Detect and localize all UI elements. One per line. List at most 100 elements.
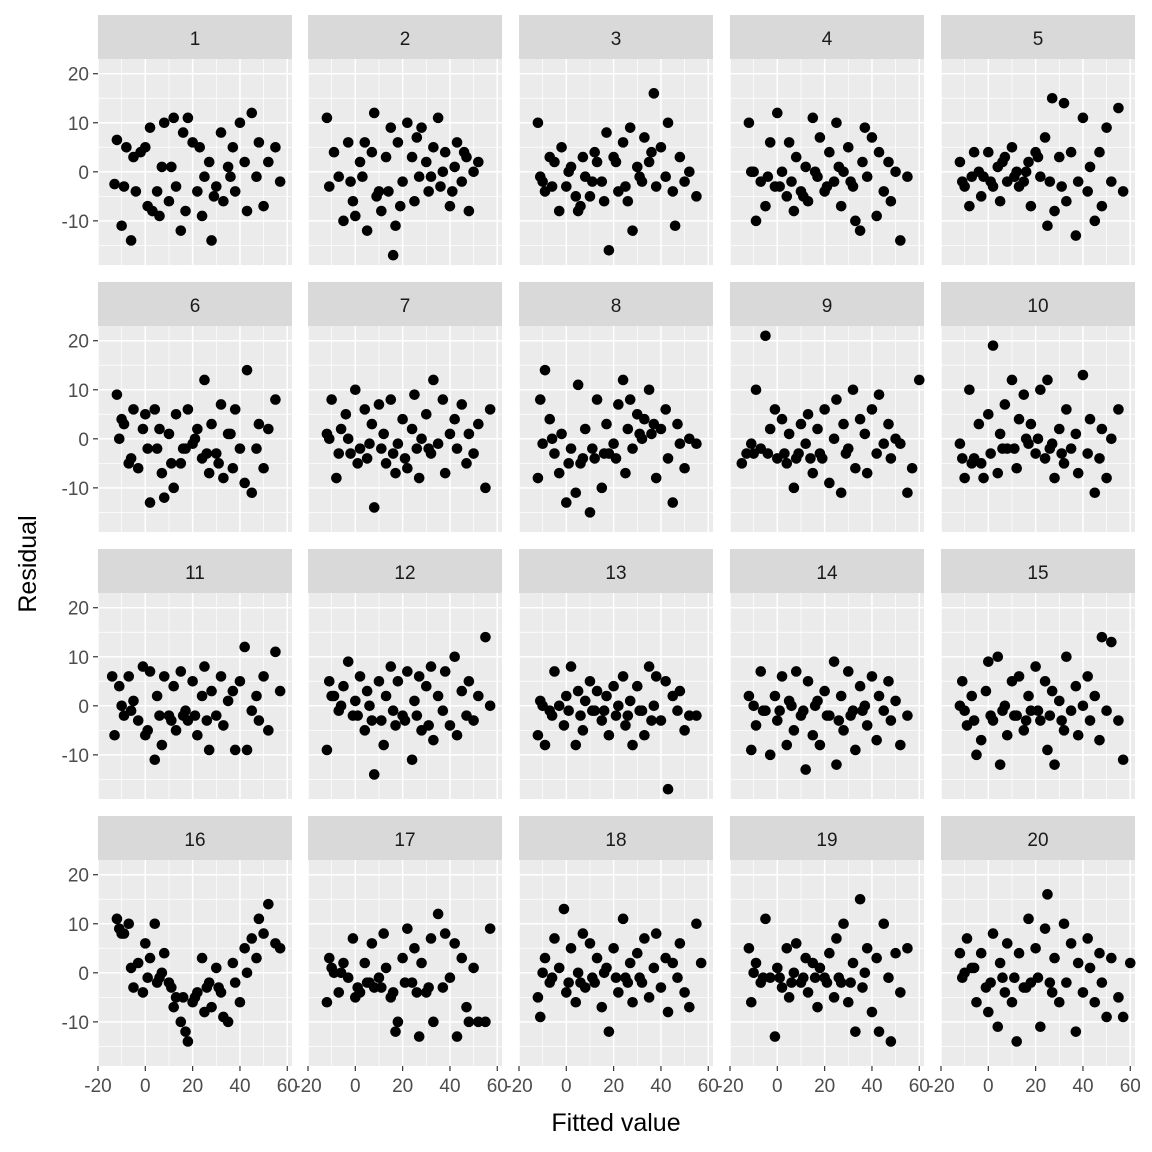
facet-strip: [730, 549, 924, 593]
y-tick-label: 0: [78, 163, 89, 184]
facet-strip: [730, 816, 924, 860]
data-point: [537, 967, 548, 979]
data-point: [549, 933, 560, 944]
x-tick-label: 20: [392, 1076, 413, 1097]
data-point: [461, 1001, 472, 1013]
data-point: [451, 729, 463, 741]
data-point: [251, 952, 262, 964]
facet-panel-17: 17 -20 0 20 40 60: [294, 816, 508, 1097]
data-point: [222, 695, 234, 707]
data-point: [258, 462, 269, 474]
panel-background: [730, 860, 924, 1066]
data-point: [263, 898, 274, 910]
data-point: [1077, 112, 1089, 124]
data-point: [137, 423, 149, 435]
data-point: [809, 972, 821, 984]
data-point: [667, 186, 679, 197]
data-point: [1096, 631, 1108, 643]
data-point: [883, 156, 894, 168]
data-point: [428, 1016, 439, 1028]
data-point: [824, 947, 835, 959]
data-point: [413, 671, 425, 682]
data-point: [142, 443, 153, 454]
data-point: [745, 438, 757, 450]
data-point: [352, 458, 363, 469]
data-point: [1117, 1011, 1129, 1023]
data-point: [463, 205, 475, 217]
data-point: [192, 423, 203, 435]
data-point: [854, 680, 866, 692]
x-tick-label: 40: [650, 1076, 671, 1097]
data-point: [985, 710, 996, 721]
data-point: [648, 962, 660, 974]
data-point: [113, 433, 125, 445]
data-point: [456, 952, 468, 964]
data-point: [158, 947, 170, 959]
data-point: [166, 982, 177, 993]
x-tick-label: 0: [140, 1076, 151, 1097]
data-point: [561, 987, 572, 998]
data-point: [206, 235, 217, 246]
data-point: [997, 156, 1008, 168]
facet-strip: [98, 282, 292, 326]
data-point: [1009, 443, 1020, 454]
data-point: [883, 675, 894, 687]
data-point: [1065, 443, 1077, 454]
data-point: [570, 996, 582, 1008]
data-point: [878, 438, 890, 450]
data-point: [182, 1036, 194, 1047]
panel-background: [519, 860, 713, 1066]
data-point: [646, 146, 657, 158]
data-point: [463, 675, 475, 687]
facet-panel-19: 19 -20 0 20 40 60: [716, 816, 930, 1097]
data-point: [416, 957, 427, 969]
data-point: [409, 695, 420, 707]
data-point: [660, 171, 671, 183]
data-point: [253, 913, 265, 925]
data-point: [1001, 729, 1013, 741]
data-point: [380, 690, 392, 702]
x-tick-label: 0: [772, 1076, 783, 1097]
data-point: [1094, 947, 1105, 959]
data-point: [859, 967, 871, 979]
data-point: [556, 141, 567, 153]
data-point: [420, 680, 432, 692]
facet-strip-label: 13: [605, 563, 626, 584]
data-point: [338, 957, 349, 969]
data-point: [655, 423, 667, 435]
data-point: [786, 700, 797, 712]
data-point: [390, 720, 401, 731]
data-point: [802, 675, 814, 687]
data-point: [650, 928, 662, 939]
data-point: [975, 191, 987, 202]
data-point: [333, 448, 345, 459]
data-point: [769, 1031, 781, 1042]
data-point: [406, 151, 418, 163]
data-point: [572, 379, 584, 391]
data-point: [399, 453, 411, 464]
data-point: [634, 171, 645, 183]
data-point: [229, 977, 241, 988]
data-point: [878, 705, 890, 717]
data-point: [1009, 171, 1020, 183]
data-point: [885, 1036, 897, 1047]
data-point: [354, 443, 366, 454]
data-point: [1089, 487, 1101, 499]
data-point: [883, 418, 894, 430]
data-point: [354, 156, 366, 168]
data-point: [1089, 996, 1101, 1008]
data-point: [432, 112, 444, 124]
x-tick-label: 60: [487, 1076, 508, 1097]
data-point: [691, 191, 702, 202]
data-point: [425, 933, 437, 944]
data-point: [390, 220, 401, 232]
data-point: [158, 117, 170, 129]
data-point: [800, 438, 812, 450]
data-point: [617, 137, 629, 148]
data-point: [411, 443, 423, 454]
data-point: [196, 210, 208, 222]
data-point: [1082, 186, 1093, 197]
data-point: [1065, 146, 1077, 158]
data-point: [246, 933, 258, 944]
data-point: [831, 117, 842, 129]
